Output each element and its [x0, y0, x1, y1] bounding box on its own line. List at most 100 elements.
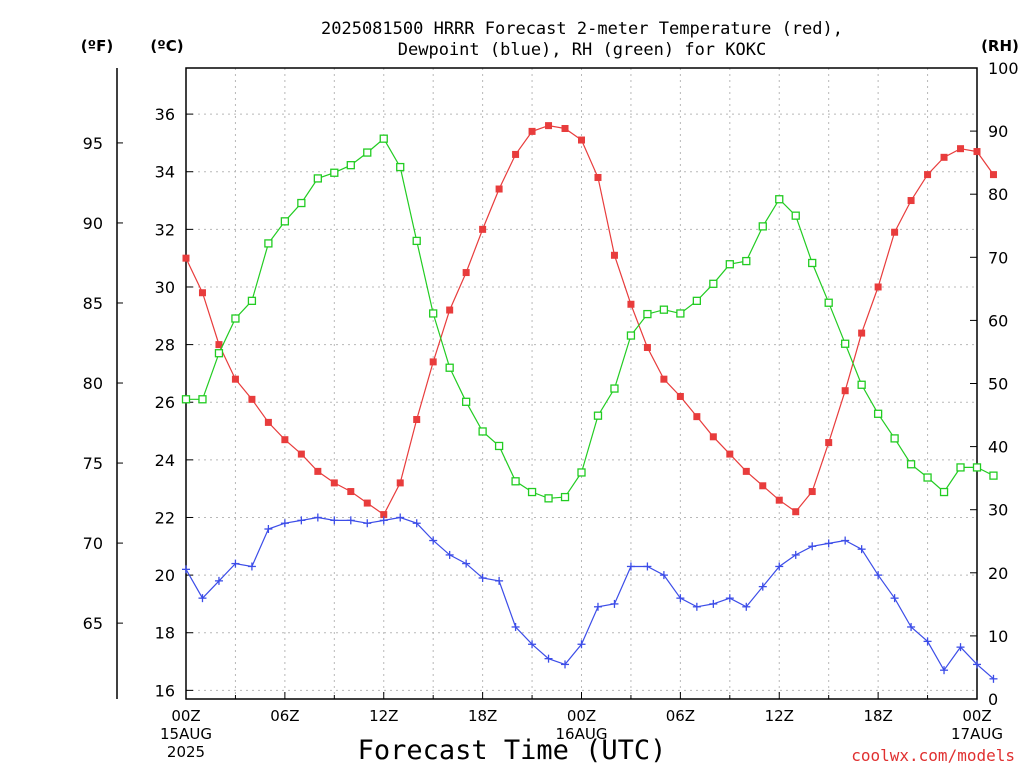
rh-tick-label: 0 [988, 690, 998, 709]
rh-tick-label: 30 [988, 501, 1008, 520]
dewpoint-point [330, 516, 339, 525]
dewpoint-point [857, 545, 866, 554]
celsius-tick-label: 32 [155, 220, 175, 239]
temperature-point [396, 479, 404, 487]
temperature-point [973, 148, 981, 156]
fahrenheit-tick-label: 80 [83, 374, 103, 393]
temperature-point [462, 269, 470, 277]
celsius-tick-label: 28 [155, 336, 175, 355]
dewpoint-point [956, 643, 965, 652]
rh-point [610, 384, 619, 393]
celsius-tick-label: 34 [155, 163, 175, 182]
temperature-point [264, 418, 272, 426]
rh-point [346, 161, 355, 170]
temperature-point [297, 450, 305, 458]
temperature-point [429, 358, 437, 366]
dewpoint-point [528, 640, 537, 649]
temperature-point [693, 413, 701, 421]
dewpoint-point [297, 516, 306, 525]
rh-point [231, 314, 240, 323]
dewpoint-point [346, 516, 355, 525]
x-tick-label: 00Z [567, 707, 596, 725]
rh-point [247, 296, 257, 305]
rh-point [445, 363, 454, 372]
x-tick-label: 18Z [468, 707, 497, 725]
temperature-point [940, 153, 948, 161]
rh-point [544, 494, 553, 503]
dewpoint-point [231, 559, 240, 568]
celsius-tick-label: 26 [155, 393, 175, 412]
rh-point [577, 468, 586, 477]
temperature-point [380, 511, 388, 519]
temperature-point [874, 283, 882, 291]
temperature-point [363, 499, 371, 507]
dewpoint-point [379, 516, 388, 525]
rh-point [429, 309, 438, 318]
dewpoint-point [725, 594, 734, 603]
dewpoint-point [593, 602, 602, 611]
temperature-point [314, 467, 322, 475]
rh-point [939, 487, 949, 497]
temperature-point [215, 341, 223, 349]
x-tick-label: 12Z [369, 707, 398, 725]
dewpoint-series-line [185, 516, 994, 680]
x-tick-label: 15AUG [160, 725, 212, 743]
fahrenheit-tick-label: 85 [83, 294, 103, 313]
rh-point [511, 477, 520, 486]
temperature-point [495, 185, 503, 193]
dewpoint-point [791, 550, 800, 559]
rh-tick-label: 50 [988, 375, 1008, 394]
temperature-point [528, 127, 536, 135]
dewpoint-point [643, 562, 652, 571]
credit-text: coolwx.com/models [851, 746, 1015, 765]
fahrenheit-tick-label: 65 [83, 614, 103, 633]
temperature-point [858, 329, 866, 337]
dewpoint-point [676, 594, 685, 603]
temperature-point [676, 392, 684, 400]
fahrenheit-unit-label: (ºF) [81, 37, 113, 55]
rh-tick-label: 40 [988, 438, 1008, 457]
temperature-point [643, 343, 651, 351]
temperature-point [726, 450, 734, 458]
rh-point [626, 331, 636, 340]
dewpoint-point [544, 654, 553, 663]
temperature-point [891, 228, 899, 236]
dewpoint-point [511, 622, 520, 631]
rh-point [280, 217, 290, 226]
dewpoint-point [313, 513, 322, 522]
dewpoint-point [264, 525, 273, 534]
rh-point [808, 258, 817, 268]
temperature-point [742, 467, 750, 475]
temperature-point [281, 436, 289, 444]
dewpoint-point [412, 519, 421, 528]
temperature-point [446, 306, 454, 314]
rh-tick-label: 20 [988, 564, 1008, 583]
dewpoint-point [775, 562, 784, 571]
temperature-series-line [185, 124, 994, 516]
dewpoint-point [280, 519, 289, 528]
rh-point [461, 397, 471, 406]
temperature-point [924, 171, 932, 179]
rh-point [560, 492, 570, 502]
rh-point [297, 198, 306, 208]
x-tick-label: 06Z [666, 707, 695, 725]
rh-point [643, 309, 652, 319]
temperature-point [512, 150, 520, 158]
fahrenheit-tick-label: 90 [83, 214, 103, 233]
temperature-point [231, 375, 239, 383]
dewpoint-point [182, 565, 190, 574]
celsius-tick-label: 36 [155, 105, 175, 124]
x-tick-label: 2025 [167, 743, 205, 761]
rh-tick-label: 100 [988, 59, 1019, 78]
rh-point [906, 460, 916, 469]
temperature-point [841, 387, 849, 395]
dewpoint-point [462, 559, 471, 568]
chart-title-line-1: 2025081500 HRRR Forecast 2-meter Tempera… [321, 19, 843, 39]
rh-point [494, 441, 504, 451]
rh-tick-label: 10 [988, 627, 1008, 646]
dewpoint-point [824, 539, 833, 548]
rh-point [676, 309, 685, 318]
dewpoint-point [247, 562, 256, 571]
dewpoint-point [973, 660, 981, 669]
dewpoint-point [577, 640, 586, 649]
